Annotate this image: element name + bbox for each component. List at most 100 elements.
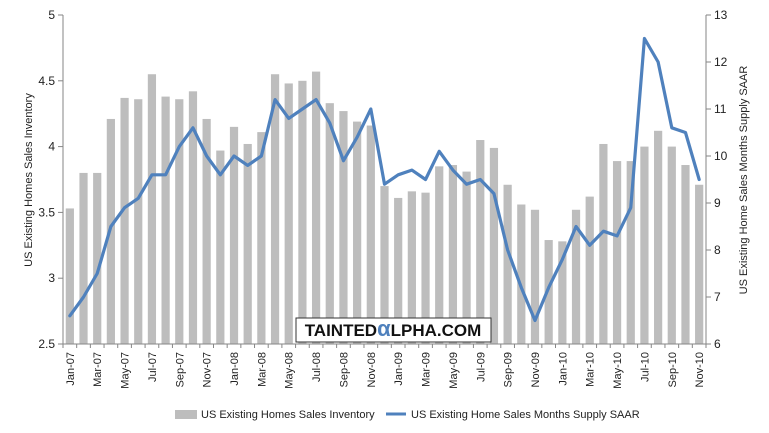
bar-Jun-10 (626, 161, 635, 344)
legend-swatch-inventory (175, 410, 197, 419)
watermark-box (295, 317, 492, 343)
bar-Aug-10 (654, 130, 663, 344)
bar-Jan-09 (394, 197, 403, 344)
bar-Nov-07 (202, 118, 211, 345)
right-tick-label: 11 (714, 102, 727, 116)
watermark-text: TAINTEDαLPHA.COM (305, 316, 482, 341)
x-tick-label: Nov-08 (366, 352, 378, 387)
bar-May-10 (612, 161, 622, 344)
watermark-prefix: TAINTED (305, 321, 377, 340)
bar-Oct-07 (188, 91, 198, 344)
months-supply-line (68, 36, 701, 323)
bar-Mar-09 (421, 192, 430, 344)
bar-Dec-08 (380, 186, 389, 344)
bar-Aug-09 (489, 147, 499, 344)
bar-Mar-07 (93, 172, 102, 344)
x-tick-label: Mar-10 (585, 352, 597, 387)
x-tick-label: Nov-10 (694, 352, 706, 387)
x-tick-label: Jan-10 (557, 352, 569, 386)
bar-Sep-07 (175, 99, 184, 344)
right-tick-label: 10 (714, 149, 728, 163)
left-axis-title: US Existing Homes Sales Inventory (23, 93, 35, 267)
x-tick-label: Nov-09 (530, 352, 542, 387)
bar-Jul-10 (640, 146, 649, 344)
axes (62, 15, 707, 345)
x-tick-label: May-10 (612, 352, 624, 389)
right-tick-label: 6 (714, 337, 721, 351)
x-tick-label: Sep-07 (174, 352, 186, 387)
x-tick-label: Jan-09 (393, 352, 405, 386)
x-tick-label: Jul-08 (311, 352, 323, 382)
x-tick-label: Sep-10 (667, 352, 679, 387)
x-tick-label: Sep-09 (503, 352, 515, 387)
bar-May-07 (120, 97, 129, 344)
bar-Feb-07 (79, 172, 88, 344)
legend-label-inventory: US Existing Homes Sales Inventory (201, 409, 375, 421)
bar-May-09 (448, 165, 458, 344)
x-tick-label: Sep-08 (338, 352, 350, 387)
left-tick-label: 2.5 (38, 337, 55, 351)
bar-Nov-09 (530, 209, 540, 344)
bar-Sep-10 (667, 146, 676, 344)
bar-Jun-07 (134, 99, 143, 344)
x-tick-label: Mar-07 (92, 352, 104, 387)
right-tick-label: 7 (714, 290, 721, 304)
bar-May-08 (284, 83, 293, 345)
bar-Oct-09 (517, 204, 526, 344)
bar-Mar-08 (257, 132, 266, 344)
bar-Jan-10 (558, 241, 567, 344)
legend-label-months-supply: US Existing Home Sales Months Supply SAA… (411, 409, 640, 421)
x-tick-label: Mar-08 (256, 352, 268, 387)
right-tick-label: 9 (714, 196, 721, 210)
bar-Oct-10 (681, 165, 690, 344)
left-tick-label: 4 (48, 140, 55, 154)
bar-Feb-10 (571, 209, 581, 344)
bar-Aug-08 (325, 103, 334, 344)
x-tick-label: May-07 (120, 352, 132, 389)
bar-series (65, 71, 704, 345)
x-tick-label: Jul-09 (475, 352, 487, 382)
x-tick-label: May-08 (284, 352, 296, 389)
x-tick-label: Mar-09 (421, 352, 433, 387)
bar-Sep-09 (503, 184, 512, 344)
bar-Jun-09 (462, 171, 471, 344)
bar-Nov-10 (695, 184, 704, 344)
bar-Dec-09 (544, 240, 553, 344)
right-tick-label: 13 (714, 8, 728, 22)
bar-Jul-07 (147, 74, 157, 344)
left-tick-label: 3 (48, 271, 55, 285)
bar-Dec-07 (216, 150, 225, 344)
left-tick-label: 5 (48, 8, 55, 22)
left-tick-label: 4.5 (38, 74, 55, 88)
bar-Jan-07 (65, 208, 74, 344)
x-tick-label: May-09 (448, 352, 460, 389)
bar-Aug-07 (161, 96, 170, 344)
bar-Mar-10 (585, 196, 594, 344)
bar-Apr-08 (270, 74, 280, 344)
bar-Jun-08 (298, 80, 307, 345)
legend: US Existing Homes Sales Inventory US Exi… (175, 409, 640, 421)
watermark-glyph: α (377, 316, 391, 341)
left-axis-ticks: 2.5 3 3.5 4 4.5 5 (38, 8, 63, 351)
bar-Nov-08 (366, 125, 375, 344)
bar-Oct-08 (353, 121, 362, 344)
right-tick-label: 12 (714, 55, 728, 69)
x-axis-ticks: Jan-07 Mar-07 May-07 Jul-07 Sep-07 Nov-07 Jan-… (62, 344, 707, 389)
x-tick-label: Nov-07 (202, 352, 214, 387)
bar-Jan-08 (229, 126, 239, 344)
bar-Apr-09 (435, 166, 444, 344)
right-tick-label: 8 (714, 243, 721, 257)
x-tick-label: Jan-07 (65, 352, 77, 386)
x-tick-label: Jul-10 (639, 352, 651, 382)
watermark: TAINTEDαLPHA.COM (295, 316, 492, 343)
bar-Feb-08 (243, 143, 252, 344)
bar-Sep-08 (339, 111, 348, 344)
right-axis-ticks: 6 7 8 9 10 11 12 13 (706, 8, 728, 351)
line-series (68, 36, 701, 323)
x-tick-label: Jan-08 (229, 352, 241, 386)
watermark-suffix: LPHA.COM (391, 321, 482, 340)
bar-Apr-10 (599, 143, 608, 344)
bar-Jul-09 (476, 140, 485, 344)
right-axis-title: US Existing Home Sales Months Supply SAA… (738, 66, 750, 295)
